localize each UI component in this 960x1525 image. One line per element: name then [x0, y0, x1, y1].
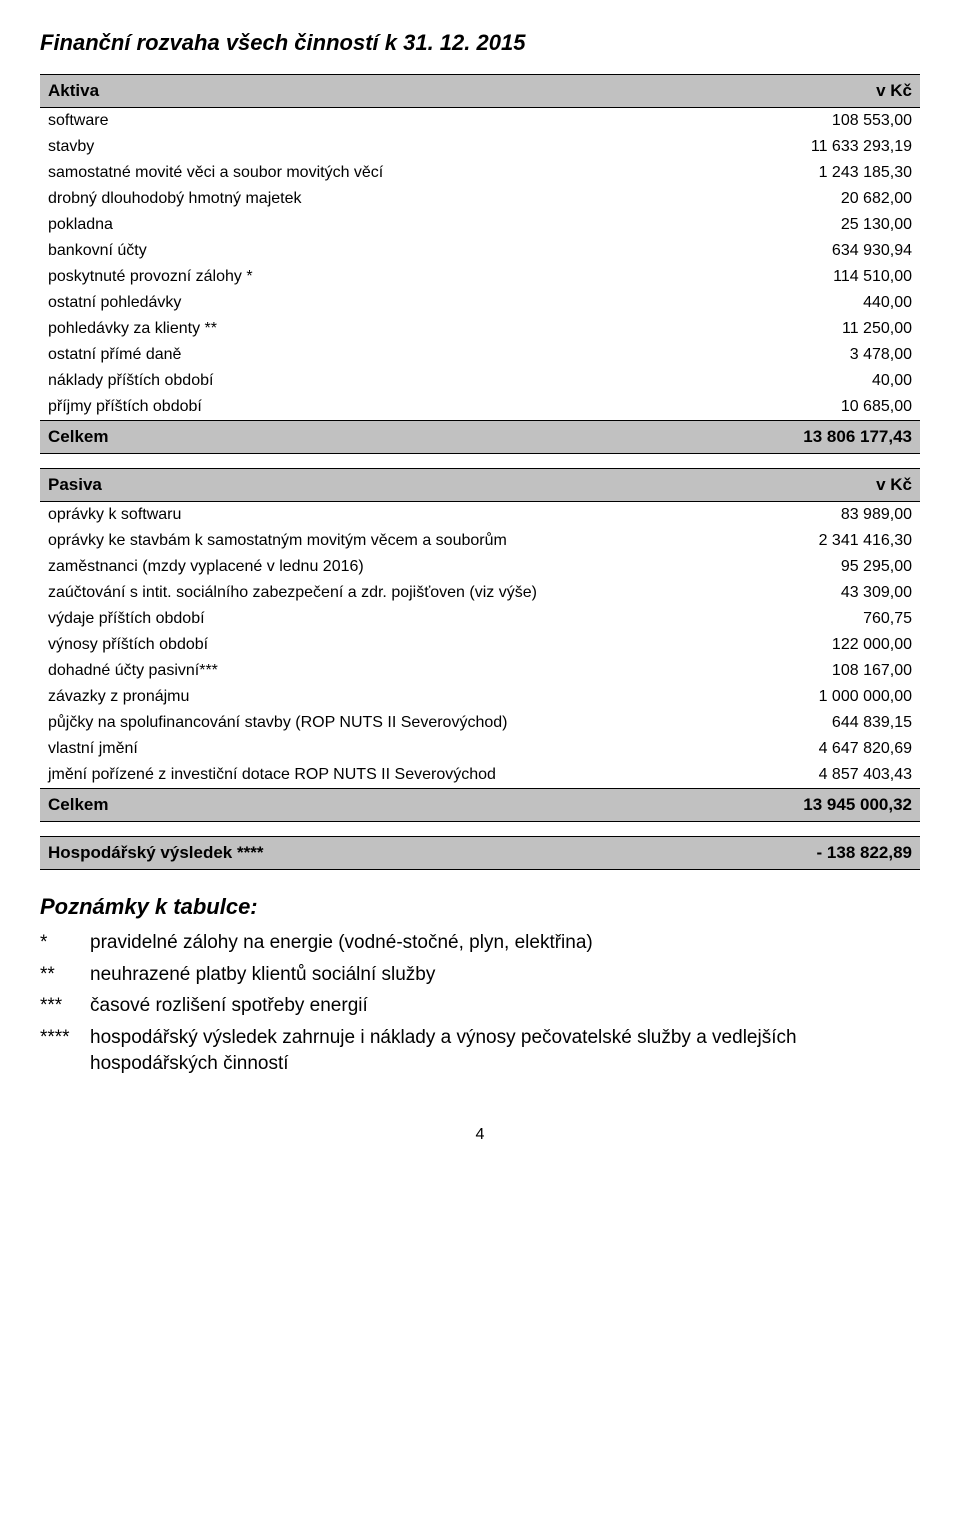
note-marker: **** — [40, 1025, 90, 1076]
row-label: zaměstnanci (mzdy vyplacené v lednu 2016… — [40, 554, 746, 580]
table-row: pokladna25 130,00 — [40, 212, 920, 238]
pasiva-header-row: Pasiva v Kč — [40, 469, 920, 502]
pasiva-header-unit: v Kč — [746, 469, 920, 502]
table-row: samostatné movité věci a soubor movitých… — [40, 160, 920, 186]
result-value: - 138 822,89 — [634, 837, 920, 870]
row-value: 2 341 416,30 — [746, 528, 920, 554]
table-row: vlastní jmění4 647 820,69 — [40, 736, 920, 762]
result-table: Hospodářský výsledek **** - 138 822,89 — [40, 836, 920, 870]
row-label: ostatní přímé daně — [40, 342, 689, 368]
row-value: 83 989,00 — [746, 502, 920, 529]
table-row: jmění pořízené z investiční dotace ROP N… — [40, 762, 920, 789]
aktiva-total-value: 13 806 177,43 — [689, 421, 920, 454]
row-label: pokladna — [40, 212, 689, 238]
table-row: bankovní účty634 930,94 — [40, 238, 920, 264]
table-row: ostatní přímé daně3 478,00 — [40, 342, 920, 368]
pasiva-total-row: Celkem 13 945 000,32 — [40, 789, 920, 822]
row-label: software — [40, 108, 689, 135]
row-label: ostatní pohledávky — [40, 290, 689, 316]
row-label: samostatné movité věci a soubor movitých… — [40, 160, 689, 186]
note-marker: ** — [40, 962, 90, 988]
row-label: vlastní jmění — [40, 736, 746, 762]
table-row: závazky z pronájmu1 000 000,00 — [40, 684, 920, 710]
row-value: 20 682,00 — [689, 186, 920, 212]
row-value: 3 478,00 — [689, 342, 920, 368]
note-text: neuhrazené platby klientů sociální služb… — [90, 962, 920, 988]
table-row: příjmy příštích období10 685,00 — [40, 394, 920, 421]
row-label: půjčky na spolufinancování stavby (ROP N… — [40, 710, 746, 736]
row-label: bankovní účty — [40, 238, 689, 264]
row-value: 114 510,00 — [689, 264, 920, 290]
table-row: náklady příštích období40,00 — [40, 368, 920, 394]
page-title: Finanční rozvaha všech činností k 31. 12… — [40, 30, 920, 56]
row-label: zaúčtování s intit. sociálního zabezpeče… — [40, 580, 746, 606]
table-row: poskytnuté provozní zálohy *114 510,00 — [40, 264, 920, 290]
table-row: oprávky k softwaru83 989,00 — [40, 502, 920, 529]
notes-list: *pravidelné zálohy na energie (vodné-sto… — [40, 930, 920, 1076]
table-row: výdaje příštích období760,75 — [40, 606, 920, 632]
note-marker: *** — [40, 993, 90, 1019]
row-value: 108 167,00 — [746, 658, 920, 684]
row-label: oprávky ke stavbám k samostatným movitým… — [40, 528, 746, 554]
row-value: 43 309,00 — [746, 580, 920, 606]
row-value: 1 000 000,00 — [746, 684, 920, 710]
pasiva-total-label: Celkem — [40, 789, 746, 822]
table-row: výnosy příštích období122 000,00 — [40, 632, 920, 658]
row-label: příjmy příštích období — [40, 394, 689, 421]
page-number: 4 — [40, 1126, 920, 1144]
row-label: jmění pořízené z investiční dotace ROP N… — [40, 762, 746, 789]
row-value: 122 000,00 — [746, 632, 920, 658]
row-label: poskytnuté provozní zálohy * — [40, 264, 689, 290]
row-label: náklady příštích období — [40, 368, 689, 394]
row-label: výnosy příštích období — [40, 632, 746, 658]
row-value: 10 685,00 — [689, 394, 920, 421]
note-text: pravidelné zálohy na energie (vodné-stoč… — [90, 930, 920, 956]
row-value: 95 295,00 — [746, 554, 920, 580]
note-text: hospodářský výsledek zahrnuje i náklady … — [90, 1025, 920, 1076]
aktiva-header-row: Aktiva v Kč — [40, 75, 920, 108]
row-value: 4 857 403,43 — [746, 762, 920, 789]
table-row: stavby11 633 293,19 — [40, 134, 920, 160]
row-value: 11 633 293,19 — [689, 134, 920, 160]
table-row: drobný dlouhodobý hmotný majetek20 682,0… — [40, 186, 920, 212]
row-label: závazky z pronájmu — [40, 684, 746, 710]
row-value: 108 553,00 — [689, 108, 920, 135]
table-row: ostatní pohledávky440,00 — [40, 290, 920, 316]
pasiva-total-value: 13 945 000,32 — [746, 789, 920, 822]
result-label: Hospodářský výsledek **** — [40, 837, 634, 870]
row-value: 760,75 — [746, 606, 920, 632]
row-label: stavby — [40, 134, 689, 160]
pasiva-table: Pasiva v Kč oprávky k softwaru83 989,00o… — [40, 468, 920, 822]
row-value: 440,00 — [689, 290, 920, 316]
row-label: dohadné účty pasivní*** — [40, 658, 746, 684]
aktiva-header-label: Aktiva — [40, 75, 689, 108]
aktiva-header-unit: v Kč — [689, 75, 920, 108]
table-row: půjčky na spolufinancování stavby (ROP N… — [40, 710, 920, 736]
row-value: 40,00 — [689, 368, 920, 394]
row-label: oprávky k softwaru — [40, 502, 746, 529]
result-row: Hospodářský výsledek **** - 138 822,89 — [40, 837, 920, 870]
table-row: oprávky ke stavbám k samostatným movitým… — [40, 528, 920, 554]
row-label: výdaje příštích období — [40, 606, 746, 632]
table-row: pohledávky za klienty **11 250,00 — [40, 316, 920, 342]
notes-title: Poznámky k tabulce: — [40, 894, 920, 920]
note-text: časové rozlišení spotřeby energií — [90, 993, 920, 1019]
row-value: 25 130,00 — [689, 212, 920, 238]
aktiva-total-row: Celkem 13 806 177,43 — [40, 421, 920, 454]
aktiva-total-label: Celkem — [40, 421, 689, 454]
row-value: 1 243 185,30 — [689, 160, 920, 186]
table-row: zaúčtování s intit. sociálního zabezpeče… — [40, 580, 920, 606]
row-value: 11 250,00 — [689, 316, 920, 342]
table-row: zaměstnanci (mzdy vyplacené v lednu 2016… — [40, 554, 920, 580]
row-label: pohledávky za klienty ** — [40, 316, 689, 342]
table-row: dohadné účty pasivní***108 167,00 — [40, 658, 920, 684]
row-value: 644 839,15 — [746, 710, 920, 736]
pasiva-header-label: Pasiva — [40, 469, 746, 502]
row-value: 634 930,94 — [689, 238, 920, 264]
note-marker: * — [40, 930, 90, 956]
row-label: drobný dlouhodobý hmotný majetek — [40, 186, 689, 212]
row-value: 4 647 820,69 — [746, 736, 920, 762]
aktiva-table: Aktiva v Kč software108 553,00stavby11 6… — [40, 74, 920, 454]
table-row: software108 553,00 — [40, 108, 920, 135]
